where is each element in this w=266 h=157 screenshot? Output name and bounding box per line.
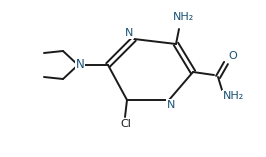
Text: N: N: [76, 59, 84, 71]
Text: O: O: [228, 51, 237, 61]
Text: N: N: [125, 28, 133, 38]
Text: N: N: [167, 100, 175, 110]
Text: Cl: Cl: [120, 119, 131, 129]
Text: NH₂: NH₂: [172, 12, 194, 22]
Text: NH₂: NH₂: [222, 91, 244, 101]
